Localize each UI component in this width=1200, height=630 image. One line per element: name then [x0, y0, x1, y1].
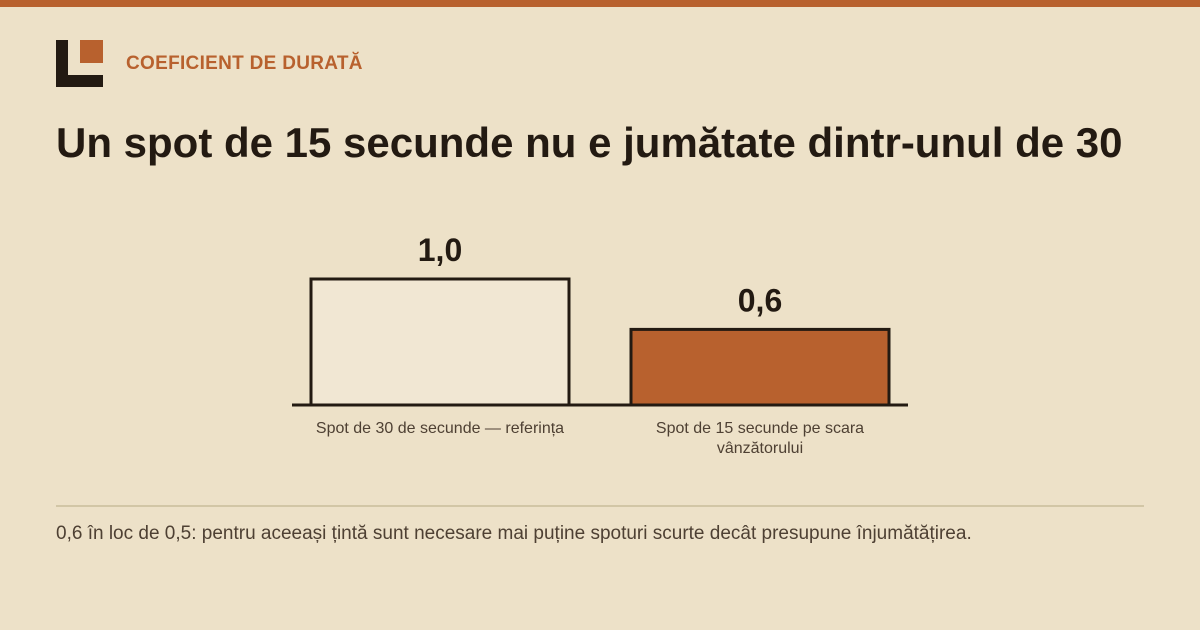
brand-logo-icon — [56, 40, 103, 87]
category-label-1: Spot de 30 de secunde — referința — [316, 420, 564, 437]
footnote: 0,6 în loc de 0,5: pentru aceeași țintă … — [56, 523, 972, 544]
eyebrow-label: COEFICIENT DE DURATĂ — [126, 53, 363, 74]
divider — [56, 505, 1144, 507]
bar-chart: 1,0 Spot de 30 de secunde — referința 0,6 S… — [292, 232, 908, 457]
data-label-1: 1,0 — [418, 232, 462, 268]
bar-2 — [629, 327, 891, 407]
page-title: Un spot de 15 secunde nu e jumătate dint… — [56, 119, 1123, 166]
data-label-2: 0,6 — [738, 282, 782, 318]
category-label-2: Spot de 15 secunde pe scara vânzătorului — [656, 420, 864, 457]
top-accent-bar — [0, 0, 1200, 7]
bar-1 — [309, 277, 571, 407]
